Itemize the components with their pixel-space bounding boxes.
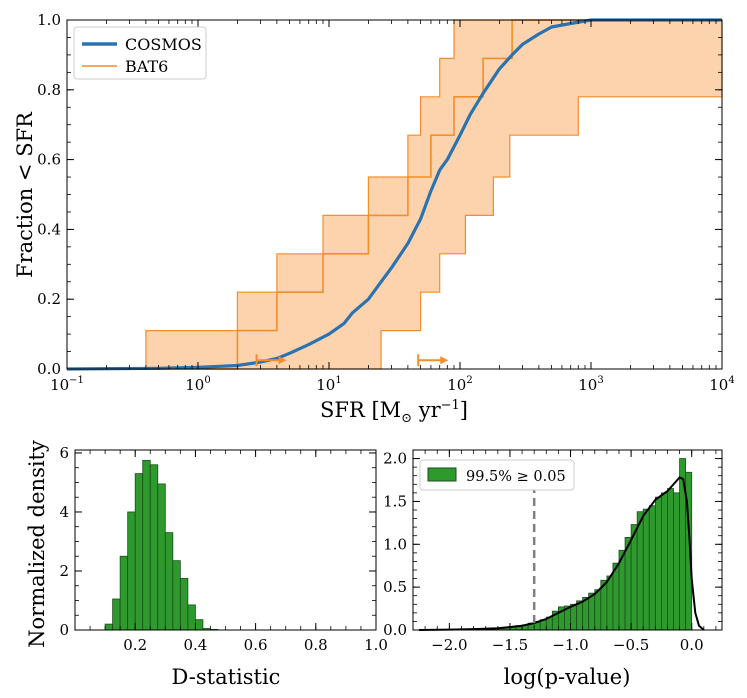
cdf-y-label: Fraction < SFR xyxy=(13,111,37,278)
dstat-x-tick-label: 1.0 xyxy=(364,636,388,654)
legend-hist-swatch xyxy=(427,467,457,482)
dstat-bar xyxy=(134,473,144,631)
cdf-x-tick-label: 103 xyxy=(578,375,603,394)
pvalue-x-label: log(p-value) xyxy=(504,665,631,689)
pvalue-x-tick-label: −1.0 xyxy=(552,636,588,654)
dstat-x-label: D-statistic xyxy=(172,665,281,689)
dstat-y-tick-label: 2 xyxy=(59,562,69,580)
dstat-bar xyxy=(172,560,181,631)
legend-hist-label: 99.5% ≥ 0.05 xyxy=(466,469,566,485)
dstat-x-tick-label: 0.2 xyxy=(123,636,147,654)
dstat-bar xyxy=(142,459,151,631)
pvalue-kde-line xyxy=(419,476,705,631)
cdf-y-tick-label: 1.0 xyxy=(37,11,61,29)
pvalue-bar xyxy=(654,496,662,631)
legend-cosmos-label: COSMOS xyxy=(125,35,202,54)
pvalue-bar xyxy=(576,600,584,631)
dstat-bar xyxy=(164,532,174,631)
cdf-panel: 10−1 100 101 102 103 104 0.0 0.2 0.4 0.6 0.8 1.0 SF… xyxy=(13,11,735,426)
pvalue-legend-box xyxy=(419,459,575,491)
cdf-y-tick-label: 0.2 xyxy=(37,290,61,308)
pvalue-y-tick-label: 0.5 xyxy=(383,578,407,596)
dstat-bar xyxy=(119,555,129,631)
legend-bat6-label: BAT6 xyxy=(125,57,168,76)
cdf-y-tick-label: 0.0 xyxy=(37,360,61,378)
dstat-bar xyxy=(179,577,189,631)
pvalue-bar xyxy=(642,508,650,631)
upper-limit-arrow xyxy=(255,354,287,367)
pvalue-x-tick-label: −0.5 xyxy=(613,636,649,654)
pvalue-x-tick-label: −2.0 xyxy=(431,636,467,654)
dstat-plot-area xyxy=(104,459,219,631)
pvalue-y-tick-label: 1.0 xyxy=(383,535,407,553)
dstat-bar xyxy=(104,623,114,631)
pvalue-bar xyxy=(636,511,644,631)
pvalue-panel: −2.0 −1.5 −1.0 −0.5 0.0 0.0 0.5 1.0 1.5 2.0 log(p… xyxy=(383,449,723,689)
pvalue-y-tick-label: 1.5 xyxy=(383,492,407,510)
limit-arrow-head xyxy=(440,356,449,365)
pvalue-x-tick-label: −1.5 xyxy=(492,636,528,654)
dstat-panel: 0.2 0.4 0.6 0.8 1.0 0 2 4 6 D-statistic Normaliz… xyxy=(25,440,388,689)
pvalue-bar xyxy=(612,562,620,631)
bat6-band-upper xyxy=(67,19,722,370)
cdf-y-tick-label: 0.8 xyxy=(37,81,61,99)
bat6-cdf-line xyxy=(67,19,722,370)
dstat-bar xyxy=(157,483,166,631)
pvalue-bar xyxy=(630,524,638,631)
dstat-bar xyxy=(127,511,136,631)
bat6-band-fill xyxy=(67,20,722,369)
pvalue-bar xyxy=(673,492,680,631)
pvalue-bar xyxy=(588,592,596,631)
cdf-x-tick-label: 101 xyxy=(316,375,341,394)
cdf-x-tick-label: 100 xyxy=(185,375,210,394)
cdf-y-tick-label: 0.6 xyxy=(37,151,61,169)
dstat-bar xyxy=(149,464,159,631)
pvalue-bar xyxy=(667,488,674,631)
dstat-y-label: Normalized density xyxy=(25,440,49,648)
pvalue-x-tick-label: 0.0 xyxy=(680,636,704,654)
dstat-y-tick-label: 0 xyxy=(59,621,69,639)
dstat-bar xyxy=(187,604,196,631)
dstat-x-tick-label: 0.4 xyxy=(183,636,207,654)
cosmos-cdf-line xyxy=(66,18,722,371)
dstat-x-tick-label: 0.6 xyxy=(244,636,268,654)
cdf-legend: COSMOS BAT6 xyxy=(73,26,207,80)
cdf-x-label: SFR [M⊙ yr−1] xyxy=(320,398,468,426)
cdf-x-tick-label: 104 xyxy=(709,375,734,394)
dstat-bar xyxy=(194,619,204,631)
dstat-ticks: 0.2 0.4 0.6 0.8 1.0 0 2 4 6 xyxy=(59,444,387,654)
cdf-x-tick-label: 10−1 xyxy=(50,375,84,394)
dstat-y-tick-label: 4 xyxy=(59,503,69,521)
upper-limit-arrow xyxy=(417,354,449,367)
cdf-ticks: 10−1 100 101 102 103 104 0.0 0.2 0.4 0.6 0.8 1.0 xyxy=(37,11,735,394)
pvalue-axes-frame xyxy=(412,449,723,631)
pvalue-bar xyxy=(570,603,577,631)
pvalue-legend: 99.5% ≥ 0.05 xyxy=(419,459,575,491)
pvalue-bar xyxy=(594,589,602,631)
dstat-bar xyxy=(112,598,121,631)
pvalue-ticks: −2.0 −1.5 −1.0 −0.5 0.0 0.0 0.5 1.0 1.5 2.0 xyxy=(383,450,722,654)
pvalue-bar xyxy=(648,505,656,631)
dstat-y-tick-label: 6 xyxy=(59,444,69,462)
pvalue-bar xyxy=(661,492,668,631)
pvalue-y-tick-label: 2.0 xyxy=(383,450,407,468)
pvalue-bar xyxy=(606,575,614,631)
cdf-x-tick-label: 102 xyxy=(447,375,472,394)
cdf-y-tick-label: 0.4 xyxy=(37,220,61,238)
dstat-x-tick-label: 0.8 xyxy=(304,636,328,654)
bat6-band-lower xyxy=(67,20,723,370)
cdf-plot-area xyxy=(66,18,723,371)
pvalue-y-tick-label: 0.0 xyxy=(383,621,407,639)
limit-arrow-head xyxy=(278,356,287,365)
pvalue-bar xyxy=(582,597,590,631)
